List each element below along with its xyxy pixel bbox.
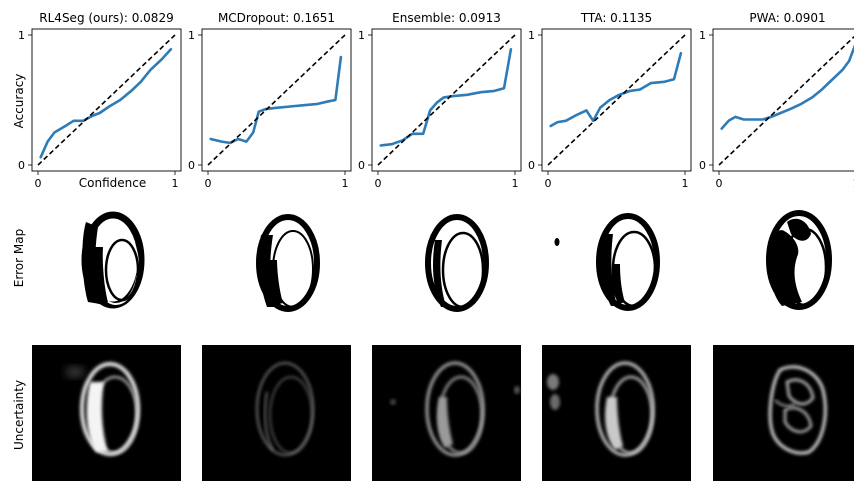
y-tick-label: 0 [358,159,365,172]
error-map-pwa [766,210,832,310]
y-tick-label: 0 [528,159,535,172]
calibration-chart-3: TTA: 0.1135 0 1 0 1 [528,11,692,190]
y-tick-label: 1 [18,29,25,42]
row-label-uncertainty: Uncertainty [12,380,26,450]
y-tick-label: 0 [18,159,25,172]
x-tick-label: 0 [35,177,42,190]
uncertainty-map-ensemble [372,345,521,481]
chart-title: Ensemble: 0.0913 [392,11,501,25]
x-tick-label: 1 [172,177,179,190]
chart-title: TTA: 0.1135 [580,11,652,25]
row-label-error-map: Error Map [12,229,26,287]
calibration-curve [209,55,343,145]
x-tick-label: 1 [682,177,689,190]
axes-frame [371,28,522,172]
perfect-calibration-line [37,34,176,166]
chart-title: PWA: 0.0901 [749,11,825,25]
y-tick-label: 1 [188,29,195,42]
chart-title: MCDropout: 0.1651 [218,11,335,25]
y-tick-label: 1 [528,29,535,42]
x-axis-label: Confidence [79,176,146,190]
calibration-curve [379,47,513,147]
calibration-chart-4: PWA: 0.0901 0 1 0 1 [699,11,854,190]
x-tick-label: 0 [375,177,382,190]
perfect-calibration-line [547,34,686,166]
axes-frame [712,28,854,172]
error-map-rl4seg [81,211,145,309]
axes-frame [201,28,352,172]
x-tick-label: 0 [545,177,552,190]
calibration-chart-0: RL4Seg (ours): 0.0829 0 1 0 1 Confidence [18,11,182,190]
calibration-curve [39,47,173,159]
axes-frame [31,28,182,172]
uncertainty-map-pwa [713,345,854,481]
y-tick-label: 1 [358,29,365,42]
chart-title: RL4Seg (ours): 0.0829 [39,11,173,25]
error-maps-row [81,210,832,312]
y-tick-label: 1 [699,29,706,42]
uncertainty-map-mcdropout [202,345,351,481]
x-tick-label: 1 [853,177,854,190]
error-map-ensemble [425,214,489,312]
uncertainty-maps-row [32,345,854,481]
error-map-mcdropout [256,214,320,312]
error-map-tta [554,213,660,311]
calibration-curve [549,51,683,128]
uncertainty-map-tta [542,345,691,481]
uncertainty-map-rl4seg [32,345,181,481]
y-tick-label: 0 [188,159,195,172]
axes-frame [541,28,692,172]
x-tick-label: 1 [342,177,349,190]
calibration-chart-1: MCDropout: 0.1651 0 1 0 1 [188,11,352,190]
row-label-accuracy: Accuracy [12,74,26,129]
perfect-calibration-line [207,34,346,166]
x-tick-label: 1 [512,177,519,190]
x-tick-label: 0 [716,177,723,190]
perfect-calibration-line [718,35,854,166]
x-tick-label: 0 [205,177,212,190]
calibration-curve [720,44,854,130]
calibration-chart-2: Ensemble: 0.0913 0 1 0 1 [358,11,522,190]
y-tick-label: 0 [699,159,706,172]
perfect-calibration-line [377,34,516,166]
